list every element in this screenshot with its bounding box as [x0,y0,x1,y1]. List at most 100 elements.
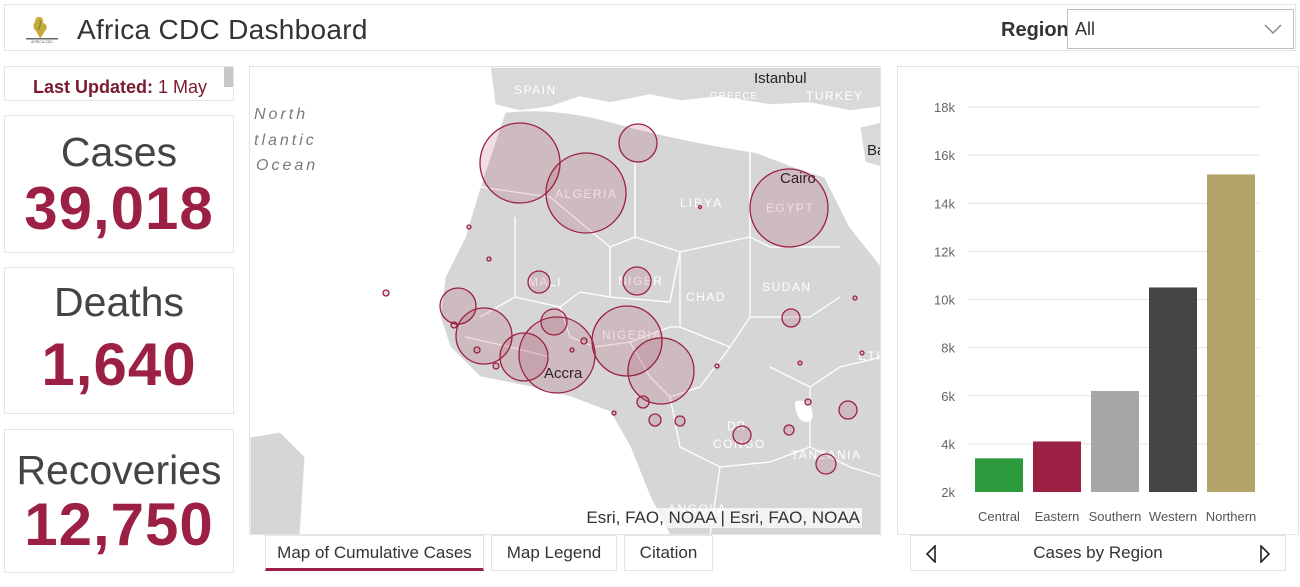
tab-map-legend[interactable]: Map Legend [491,535,617,571]
bar-northern [1207,174,1255,492]
bubble-sierra-leone [473,346,481,354]
cases-by-region-chart-panel: 2k 4k 6k 8k 10k 12k 14k 16k 18k Central Eastern Sou… [897,66,1299,535]
bubble-sao-tome [611,410,617,416]
app-header: AFRICA CDC Africa CDC Dashboard Region A… [4,4,1296,51]
bubble-drc [732,425,752,445]
tanzania-label: TANZANIA [791,448,861,462]
recoveries-card: Recoveries 12,750 [4,429,234,573]
x-tick-label: Western [1149,509,1197,524]
south-america-land [250,431,306,534]
bubble-nigeria [591,305,663,377]
y-tick-label: 14k [934,196,955,211]
bubble-congo [648,413,662,427]
africa-land [439,109,880,534]
chevron-right-icon[interactable] [1259,545,1271,563]
tab-citation[interactable]: Citation [624,535,713,571]
y-tick-label: 18k [934,100,955,115]
bubble-car [674,415,686,427]
y-tick-label: 4k [941,437,955,452]
egypt-label: EGYPT [766,201,814,215]
cairo-label: Cairo [780,170,816,187]
y-tick-label: 8k [941,341,955,356]
bubble-niger [622,266,652,296]
bubble-gabon [636,395,650,409]
bubble-djibouti [859,350,865,356]
cases-value: 39,018 [24,175,214,242]
bar-southern [1091,390,1139,492]
cases-by-region-chart: 2k 4k 6k 8k 10k 12k 14k 16k 18k Central Eastern Sou… [934,100,1260,524]
bubble-mali [527,270,551,294]
scrollbar-thumb[interactable] [224,67,233,87]
greece-label: GREECE [710,91,758,102]
ocean-label-2: tlantic [254,132,317,149]
chevron-down-icon [1264,24,1282,35]
europe-land [489,67,880,112]
y-tick-label: 6k [941,389,955,404]
logo-text: AFRICA CDC [31,40,53,44]
algeria-label: ALGERIA [555,187,618,201]
bubble-togo [580,337,588,345]
africa-map[interactable]: North tlantic Ocean Istanbul SPAIN GREEC… [250,67,881,535]
istanbul-label: Istanbul [754,70,807,87]
bubble-eritrea [852,295,858,301]
deaths-card: Deaths 1,640 [4,267,234,414]
bubble-libya [697,204,703,210]
region-select-value: All [1075,19,1096,39]
bubble-ethiopia [797,360,803,366]
deaths-value: 1,640 [41,331,197,398]
bubble-tunisia [618,123,658,163]
last-updated-value: 1 May [158,77,208,97]
y-tick-label: 16k [934,148,955,163]
bubble-ivory [492,362,500,370]
region-label: Region [1001,19,1069,41]
bubble-tanzania [815,453,837,475]
recoveries-label: Recoveries [16,447,222,493]
x-tick-label: Southern [1089,509,1142,524]
bar-western [1149,287,1197,492]
bubble-benin [569,347,575,353]
drc-label-1: DR [727,419,746,433]
bubble-ghana [518,316,596,394]
libya-label: LIBYA [680,196,723,210]
deaths-label: Deaths [54,279,184,325]
sa-label-1: SA [867,201,881,215]
middle-east-land [859,121,880,167]
cases-card: Cases 39,018 [4,115,234,253]
cases-label: Cases [60,129,178,175]
x-tick-label: Northern [1206,509,1257,524]
bubble-rwanda [783,424,795,436]
page-title: Africa CDC Dashboard [77,14,368,45]
bubble-sudan [781,308,801,328]
accra-label: Accra [544,365,583,382]
chart-nav-title: Cases by Region [1033,543,1163,562]
africa-cdc-logo: AFRICA CDC [26,16,58,44]
y-tick-label: 10k [934,293,955,308]
sa-label-2: AR [864,218,881,232]
bubble-egypt [749,168,829,248]
bubble-algeria [545,152,627,234]
recoveries-value: 12,750 [24,491,214,558]
region-select[interactable]: All [1067,9,1294,49]
bubble-south-sudan [714,363,720,369]
mali-label: MALI [528,275,562,289]
bubble-burkina [540,308,568,336]
chevron-left-icon[interactable] [925,545,937,563]
bar-eastern [1033,441,1081,492]
ocean-label-3: Ocean [256,157,318,174]
bar-central [975,458,1023,492]
bubble-cape-verde [382,289,390,297]
bubble-liberia [499,332,549,382]
map-panel[interactable]: North tlantic Ocean Istanbul SPAIN GREEC… [249,66,881,535]
bubble-kenya [838,400,858,420]
last-updated-box[interactable]: Last Updated: 1 May [4,66,234,101]
bubble-uganda [804,398,812,406]
tab-map-of-cumulative-cases[interactable]: Map of Cumulative Cases [265,535,484,571]
turkey-label: TURKEY [806,89,864,103]
chad-label: CHAD [686,290,726,304]
spain-label: SPAIN [514,83,557,97]
y-tick-label: 2k [941,485,955,500]
last-updated-label: Last Updated: [33,77,154,97]
bubble-mauritania [486,256,492,262]
chart-navigation: Cases by Region [910,535,1286,571]
case-bubbles [382,122,865,475]
